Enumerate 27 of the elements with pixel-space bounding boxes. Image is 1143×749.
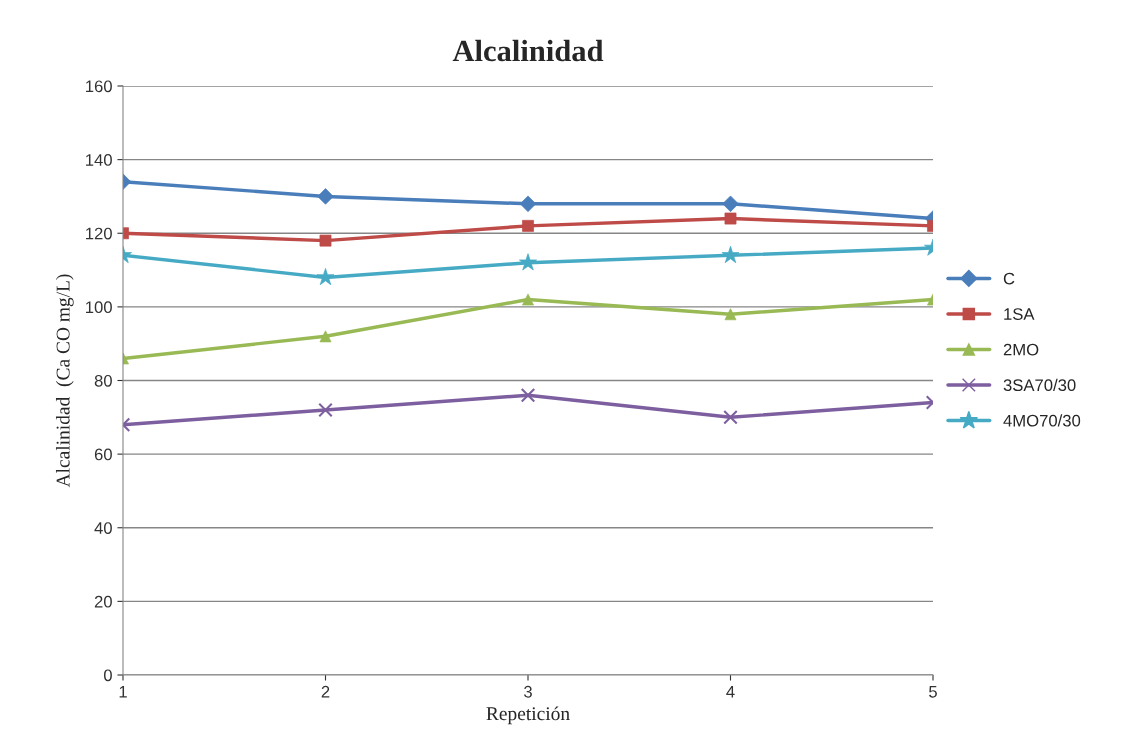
point: [722, 195, 739, 213]
x-tick-label: 4: [726, 686, 735, 698]
point: [723, 410, 738, 425]
legend-label: 4MO70/30: [1003, 414, 1081, 427]
y-tick-label: 40: [94, 522, 112, 534]
x-tick-label: 3: [524, 685, 532, 698]
x-axis-title: Repetición: [486, 706, 570, 725]
x-tick-label: 1: [119, 686, 127, 698]
point: [520, 387, 536, 403]
legend-label: 1SA: [1004, 308, 1035, 320]
legend-label: 2MO: [1003, 343, 1039, 356]
y-tick-label: 160: [86, 80, 112, 93]
y-tick-label: 0: [103, 669, 112, 682]
point: [519, 195, 537, 213]
y-tick-label: 20: [94, 595, 112, 608]
legend-label: C: [1003, 272, 1015, 285]
y-tick-label: 140: [86, 154, 112, 166]
y-tick-label: 120: [86, 227, 112, 240]
y-tick-label: 80: [94, 374, 112, 387]
x-tick-label: 5: [929, 686, 937, 698]
y-axis-title: Alcalinidad (Ca CO mg/L): [55, 274, 74, 488]
y-tick-label: 60: [94, 448, 112, 461]
legend-label: 3SA70/30: [1003, 378, 1076, 392]
point: [318, 402, 333, 418]
y-tick-label: 100: [86, 301, 112, 314]
x-tick-label: 2: [321, 685, 330, 698]
chart-title: Alcalinidad: [452, 39, 604, 62]
